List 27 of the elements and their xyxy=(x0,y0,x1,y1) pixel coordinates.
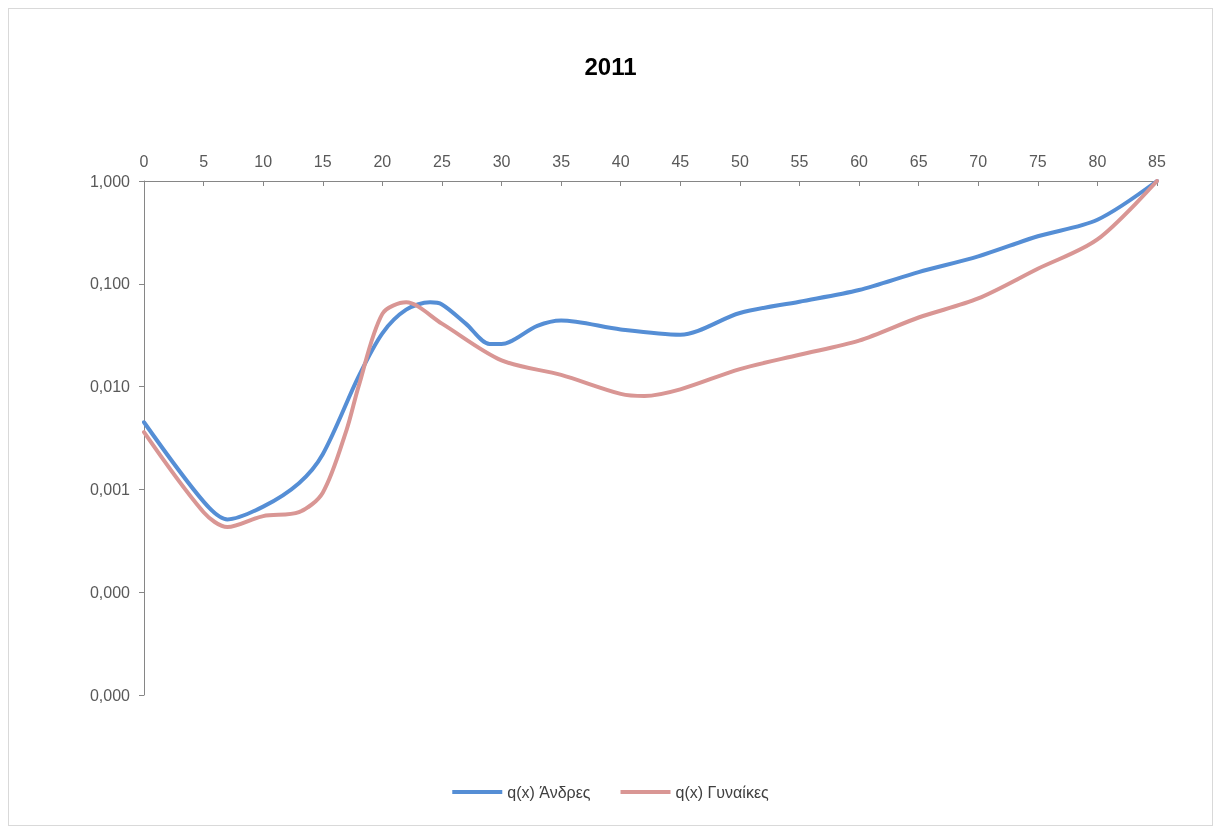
x-tick-label: 15 xyxy=(313,152,332,170)
legend-label: q(x) Γυναίκες xyxy=(675,783,770,801)
x-tick-label: 50 xyxy=(730,152,749,170)
x-tick-label: 25 xyxy=(433,152,451,170)
x-tick-label: 0 xyxy=(139,152,149,170)
x-tick-label: 65 xyxy=(909,152,928,170)
chart-title: 2011 xyxy=(584,52,637,80)
x-tick-label: 40 xyxy=(611,152,630,170)
x-tick-label: 5 xyxy=(199,152,209,170)
x-tick-label: 35 xyxy=(552,152,571,170)
y-tick-label: 0,100 xyxy=(89,275,131,293)
x-tick-label: 20 xyxy=(373,152,392,170)
y-tick-label: 0,010 xyxy=(89,378,131,396)
x-tick-label: 30 xyxy=(492,152,511,170)
x-tick-label: 10 xyxy=(254,152,273,170)
x-tick-label: 85 xyxy=(1148,152,1166,170)
x-tick-label: 55 xyxy=(790,152,809,170)
y-tick-label: 0,000 xyxy=(89,686,131,704)
y-tick-label: 0,001 xyxy=(89,480,131,498)
x-tick-label: 70 xyxy=(969,152,988,170)
x-tick-label: 75 xyxy=(1028,152,1047,170)
legend-label: q(x) Άνδρες xyxy=(507,783,591,801)
y-tick-label: 1,000 xyxy=(89,172,131,190)
x-tick-label: 60 xyxy=(850,152,869,170)
x-tick-label: 80 xyxy=(1088,152,1107,170)
x-tick-label: 45 xyxy=(671,152,690,170)
y-tick-label: 0,000 xyxy=(89,583,131,601)
